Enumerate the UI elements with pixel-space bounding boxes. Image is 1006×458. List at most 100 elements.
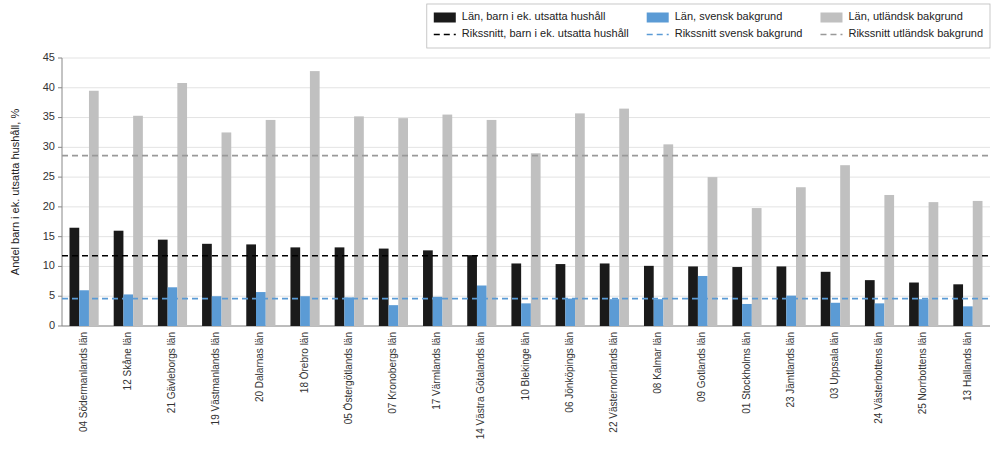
y-axis-line <box>62 58 63 326</box>
legend-label: Län, svensk bakgrund <box>675 10 783 22</box>
bar <box>379 249 389 326</box>
bar <box>266 120 276 326</box>
y-tick <box>58 58 62 59</box>
x-tick-label: 20 Dalarnas län <box>254 332 265 402</box>
y-tick-label: 20 <box>43 200 55 212</box>
bar <box>521 303 531 326</box>
x-tick-label: 21 Gävleborgs län <box>166 332 177 413</box>
bar <box>531 153 541 326</box>
bar <box>79 290 89 326</box>
bar <box>212 296 222 326</box>
legend-swatch <box>434 13 456 23</box>
bar <box>398 118 408 326</box>
bar <box>177 83 187 326</box>
legend-swatch <box>647 34 669 36</box>
y-tick-label: 35 <box>43 110 55 122</box>
bar <box>884 195 894 326</box>
grid-line <box>62 206 990 207</box>
legend-label: Län, utländsk bakgrund <box>848 10 962 22</box>
legend-label: Rikssnitt svensk bakgrund <box>675 27 803 39</box>
bar <box>796 187 806 326</box>
bar <box>556 264 566 326</box>
grid-line <box>62 236 990 237</box>
bar <box>310 71 320 326</box>
bar <box>777 266 787 326</box>
bar <box>698 276 708 326</box>
y-tick-label: 10 <box>43 259 55 271</box>
y-tick <box>58 147 62 148</box>
legend-label: Rikssnitt, barn i ek. utsatta hushåll <box>462 27 629 39</box>
x-tick-label: 10 Blekinge län <box>520 332 531 400</box>
grid <box>62 58 990 326</box>
bar <box>830 303 840 326</box>
bar <box>875 303 885 326</box>
bar <box>423 250 433 326</box>
x-tick-label: 19 Västmanlands län <box>210 332 221 425</box>
x-tick-label: 05 Östergötlands län <box>343 332 354 424</box>
legend: Län, barn i ek. utsatta hushållLän, sven… <box>427 4 990 48</box>
bar <box>389 305 399 326</box>
bar <box>575 113 585 326</box>
y-tick-label: 5 <box>49 289 55 301</box>
y-axis-label: Andel barn i ek. utsatta hushåll, % <box>9 109 21 276</box>
y-tick-label: 30 <box>43 140 55 152</box>
bar <box>840 165 850 326</box>
bar <box>467 255 477 326</box>
legend-swatch <box>820 34 842 36</box>
bar <box>909 283 919 326</box>
x-tick-label: 09 Gotlands län <box>696 332 707 402</box>
bar <box>654 299 664 326</box>
grid-line <box>62 117 990 118</box>
bar <box>114 231 124 326</box>
bar <box>511 263 521 326</box>
reference-line <box>62 298 990 300</box>
axes: 05101520253035404504 Södermanlands län12… <box>43 51 990 439</box>
y-tick <box>58 236 62 237</box>
bar <box>973 201 983 326</box>
bar <box>752 208 762 326</box>
bar <box>168 287 178 326</box>
x-tick-label: 25 Norrbottens län <box>917 332 928 414</box>
bar <box>477 286 487 326</box>
y-tick-label: 0 <box>49 319 55 331</box>
bar <box>133 116 143 326</box>
bar <box>688 266 698 326</box>
y-tick <box>58 87 62 88</box>
bar <box>89 91 99 326</box>
x-tick-label: 13 Hallands län <box>962 332 973 401</box>
bar <box>290 247 300 326</box>
bar <box>354 116 364 326</box>
x-tick-label: 03 Uppsala län <box>829 332 840 399</box>
bar <box>300 296 310 326</box>
legend-label: Rikssnitt utländsk bakgrund <box>848 27 983 39</box>
bar <box>708 177 718 326</box>
bar <box>158 240 168 326</box>
x-tick-label: 18 Örebro län <box>299 332 310 393</box>
grid-line <box>62 177 990 178</box>
y-tick-label: 25 <box>43 170 55 182</box>
legend-swatch <box>820 13 842 23</box>
bar <box>442 115 452 326</box>
bar <box>929 202 939 326</box>
x-tick-label: 07 Kronobergs län <box>387 332 398 414</box>
grid-line <box>62 266 990 267</box>
grid-line <box>62 296 990 297</box>
y-tick-label: 45 <box>43 51 55 63</box>
bar <box>487 120 497 326</box>
bar <box>742 304 752 326</box>
bar <box>919 299 929 326</box>
legend-swatch <box>434 34 456 36</box>
x-tick-label: 04 Södermanlands län <box>78 332 89 432</box>
bar <box>222 132 232 326</box>
y-tick <box>58 326 62 327</box>
y-tick-label: 40 <box>43 81 55 93</box>
x-tick-label: 17 Värmlands län <box>431 332 442 410</box>
bar <box>732 267 742 326</box>
bar <box>335 247 345 326</box>
grid-line <box>62 58 990 59</box>
bar <box>600 263 610 326</box>
bar <box>344 297 354 326</box>
x-tick-label: 14 Västra Götalands län <box>475 332 486 439</box>
bar <box>246 244 256 326</box>
bar <box>610 299 620 326</box>
